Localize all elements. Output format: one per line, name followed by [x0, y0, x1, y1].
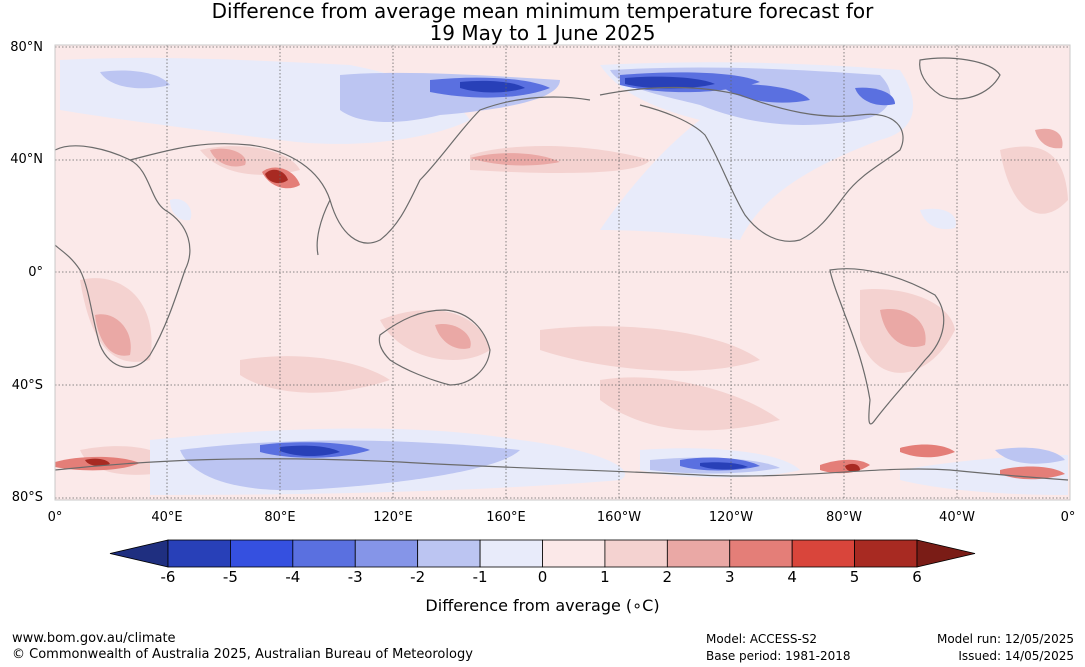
colorbar-tick-label: -5 — [222, 568, 238, 586]
colorbar-swatch — [666, 539, 731, 568]
colorbar-swatch — [479, 539, 543, 568]
lon-label-160e: 160°E — [486, 510, 526, 525]
lon-label-80e: 80°E — [264, 510, 296, 525]
lat-label-80s: 80°S — [11, 490, 43, 505]
map-title-line1: Difference from average mean minimum tem… — [211, 0, 874, 23]
colorbar-title: Difference from average (∘C) — [425, 596, 660, 615]
lon-label-120w: 120°W — [708, 510, 754, 525]
colorbar-tick-label: 6 — [912, 568, 922, 586]
colorbar-tick-label: 1 — [600, 568, 610, 586]
colorbar — [109, 539, 976, 568]
colorbar-tick-label: -1 — [472, 568, 488, 586]
colorbar-tick-label: 4 — [787, 568, 797, 586]
lon-label-80w: 80°W — [826, 510, 862, 525]
warm-anomaly-moderate — [95, 128, 1063, 356]
colorbar-swatch — [167, 539, 231, 568]
footer-model-run: Model run: 12/05/2025 — [936, 632, 1074, 646]
lon-label-40w: 40°W — [939, 510, 975, 525]
lat-label-0: 0° — [28, 265, 43, 280]
lon-label-40e: 40°E — [151, 510, 183, 525]
colorbar-swatch — [791, 539, 855, 568]
colorbar-swatch — [230, 539, 294, 568]
footer-copyright: © Commonwealth of Australia 2025, Austra… — [12, 647, 473, 662]
colorbar-tick-label: -3 — [347, 568, 363, 586]
footer-url: www.bom.gov.au/climate — [12, 631, 176, 646]
colorbar-swatch — [729, 539, 793, 568]
colorbar-swatch — [354, 539, 419, 568]
colorbar-extend-high — [916, 539, 976, 568]
footer-base-period: Base period: 1981-2018 — [706, 649, 851, 663]
map-frame — [54, 44, 1071, 501]
colorbar-tick-label: 5 — [849, 568, 860, 586]
colorbar-tick-label: 0 — [537, 568, 548, 586]
colorbar-tick-label: -6 — [160, 568, 176, 586]
colorbar-swatch — [417, 539, 481, 568]
lon-label-0-east: 0° — [1060, 510, 1076, 525]
colorbar-swatch — [604, 539, 668, 568]
lon-label-0: 0° — [47, 510, 63, 525]
colorbar-tick-label: -4 — [285, 568, 301, 586]
lat-label-40s: 40°S — [11, 378, 43, 393]
graticule — [55, 45, 1070, 500]
footer-issued: Issued: 14/05/2025 — [958, 649, 1074, 663]
lat-label-40n: 40°N — [10, 152, 43, 167]
colorbar-tick-label: 2 — [662, 568, 673, 586]
map-title-line2: 19 May to 1 June 2025 — [429, 21, 656, 45]
lon-label-160w: 160°W — [596, 510, 642, 525]
footer-model: Model: ACCESS-S2 — [706, 632, 818, 646]
warm-anomaly-very-strong — [85, 169, 860, 472]
colorbar-swatch — [292, 539, 356, 568]
lon-label-120e: 120°E — [373, 510, 413, 525]
colorbar-swatch — [854, 539, 918, 568]
colorbar-tick-label: 3 — [724, 568, 735, 586]
colorbar-extend-low — [109, 539, 169, 568]
cool-anomaly-very-strong — [280, 76, 748, 470]
colorbar-swatch — [542, 539, 606, 568]
coastlines — [54, 57, 1069, 481]
lat-label-80n: 80°N — [10, 40, 43, 55]
colorbar-tick-label: -2 — [410, 568, 426, 586]
